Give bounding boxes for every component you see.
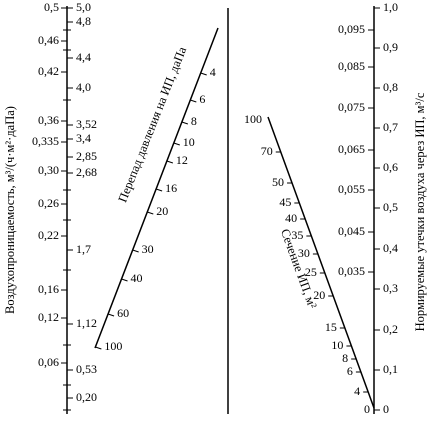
left-outer-tick-label: 0,16 (38, 282, 59, 296)
left-inner-tick-label: 0,53 (76, 362, 97, 376)
left-outer-tick-label: 0,06 (38, 355, 59, 369)
area-tick-label: 8 (342, 351, 348, 365)
pressure-tick (147, 211, 154, 215)
left-scale: Воздухопроницаемость, м³/(ч·м²·даПа) 0,5… (3, 0, 97, 414)
left-outer-tick-label: 0,22 (38, 228, 59, 242)
left-inner-tick-label: 3,4 (76, 131, 91, 145)
area-tick-label: 4 (354, 384, 360, 398)
pressure-tick (107, 313, 115, 317)
area-tick-label: 10 (331, 338, 343, 352)
pressure-tick-label: 4 (210, 65, 216, 79)
left-inner-tick-label: 1,12 (76, 316, 97, 330)
area-tick-label: 20 (313, 288, 325, 302)
right-outer-tick-label: 0,3 (383, 281, 398, 295)
pressure-tick (121, 278, 128, 282)
area-tick-label: 30 (298, 246, 310, 260)
left-inner-tick-label: 2,85 (76, 149, 97, 163)
right-inner-tick-label: 0,095 (338, 22, 365, 36)
area-tick-label: 100 (244, 112, 262, 126)
left-inner-tick-label: 4,8 (76, 14, 91, 28)
right-inner-tick-label: 0,055 (338, 182, 365, 196)
left-outer-tick-label: 0,335 (32, 134, 59, 148)
right-inner-tick-label: 0,085 (338, 59, 365, 73)
right-outer-tick-label: 0,1 (383, 362, 398, 376)
right-outer-tick-label: 1,0 (383, 0, 398, 14)
right-outer-tick-label: 0,8 (383, 80, 398, 94)
right-scale-ticks: 0,095 0,085 0,075 0,065 0,055 0,045 0,035 1,0 0,… (338, 0, 398, 416)
right-scale-title: Нормируемые утечки воздуха через ИП, м³/… (413, 92, 427, 331)
pressure-tick (173, 142, 180, 146)
left-inner-tick-label: 5,0 (76, 0, 91, 14)
left-inner-tick-label: 1,7 (76, 242, 91, 256)
left-outer-tick-label: 0,12 (38, 310, 59, 324)
right-outer-tick-label: 0,6 (383, 160, 398, 174)
area-tick-label: 40 (285, 211, 297, 225)
pressure-tick-label: 6 (199, 92, 205, 106)
left-inner-tick-label: 2,68 (76, 165, 97, 179)
pressure-tick-label: 8 (191, 114, 197, 128)
pressure-tick (95, 346, 102, 350)
left-outer-tick-label: 0,36 (38, 113, 59, 127)
left-scale-ticks: 0,5 0,46 0,42 0,36 0,335 0,30 0,26 0,22 0,16 0,12… (32, 0, 97, 411)
right-outer-tick-label: 0,4 (383, 241, 398, 255)
area-scale-ticks: 1007050454035302520151086420 (244, 112, 370, 416)
area-tick-label: 6 (347, 364, 353, 378)
pressure-scale-ticks: 468 10 12 16 20 30 40 60 100 (95, 65, 216, 353)
right-outer-tick-label: 0,7 (383, 120, 398, 134)
pressure-tick-label: 100 (104, 339, 122, 353)
left-inner-tick-label: 0,20 (76, 390, 97, 404)
left-inner-tick-label: 4,4 (76, 50, 91, 64)
pressure-tick (132, 249, 139, 253)
right-inner-tick-label: 0,075 (338, 100, 365, 114)
left-inner-tick-label: 4,0 (76, 80, 91, 94)
right-inner-tick-label: 0,045 (338, 224, 365, 238)
pressure-tick (181, 121, 189, 125)
pressure-scale-axis (94, 27, 219, 349)
pressure-scale: Перепад давления на ИП, даПа 468 10 12 16 20… (94, 27, 219, 353)
right-inner-tick-label: 0,065 (338, 142, 365, 156)
pressure-tick (200, 72, 207, 76)
pressure-tick-label: 20 (156, 204, 168, 218)
right-outer-tick-label: 0,9 (383, 40, 398, 54)
right-outer-tick-label: 0 (383, 402, 389, 416)
area-tick-label: 70 (261, 144, 273, 158)
area-scale-axis (267, 116, 375, 409)
left-outer-tick-label: 0,30 (38, 163, 59, 177)
right-scale: Нормируемые утечки воздуха через ИП, м³/… (338, 0, 427, 416)
pressure-scale-title: Перепад давления на ИП, даПа (115, 44, 189, 204)
area-tick-label: 15 (325, 320, 337, 334)
left-outer-tick-label: 0,42 (38, 64, 59, 78)
left-scale-title: Воздухопроницаемость, м³/(ч·м²·даПа) (3, 106, 17, 314)
left-outer-tick-label: 0,5 (44, 0, 59, 14)
pressure-tick (166, 160, 174, 164)
left-outer-tick-label: 0,26 (38, 196, 59, 210)
left-inner-tick-label: 3,52 (76, 117, 97, 131)
area-tick-label: 35 (291, 228, 303, 242)
left-outer-tick-label: 0,46 (38, 33, 59, 47)
pressure-tick (155, 188, 163, 192)
area-tick-label: 50 (272, 175, 284, 189)
pressure-tick-label: 60 (117, 306, 129, 320)
right-outer-tick-label: 0,2 (383, 322, 398, 336)
area-tick-label: 0 (364, 402, 370, 416)
area-tick-label: 45 (279, 195, 291, 209)
right-inner-tick-label: 0,035 (338, 264, 365, 278)
right-outer-tick-label: 0,5 (383, 200, 398, 214)
pressure-tick-label: 40 (131, 271, 143, 285)
pressure-tick-label: 30 (142, 242, 154, 256)
pressure-tick-label: 12 (176, 153, 188, 167)
pressure-tick-label: 10 (183, 135, 195, 149)
area-tick-label: 25 (305, 265, 317, 279)
pressure-tick (190, 99, 197, 103)
pressure-tick-label: 16 (165, 181, 177, 195)
